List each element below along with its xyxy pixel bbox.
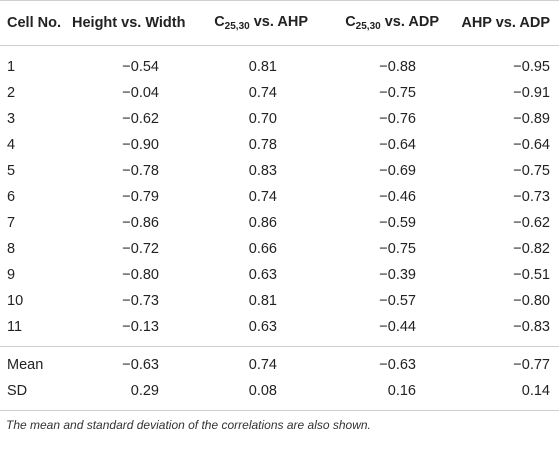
c-vs-ahp-value: 0.78: [248, 137, 277, 153]
header-ahp-vs-adp: AHP vs. ADP: [447, 0, 559, 46]
ahp-vs-adp-value: −0.77: [447, 346, 559, 378]
ahp-vs-adp-value: −0.82: [513, 241, 550, 257]
cell-number: 9: [7, 267, 16, 283]
height-vs-width-value: −0.62: [122, 111, 159, 127]
header-c-vs-ahp-suffix: vs. AHP: [249, 14, 308, 30]
height-vs-width-value: −0.86: [122, 215, 159, 231]
ahp-vs-adp-value: −0.73: [513, 189, 550, 205]
height-vs-width-value: −0.63: [72, 346, 177, 378]
ahp-vs-adp-value: 0.14: [447, 378, 559, 411]
c-vs-adp-value: −0.75: [379, 85, 416, 101]
c-vs-ahp-value: 0.74: [177, 346, 317, 378]
cell-number: SD: [0, 378, 72, 411]
header-c-vs-adp: C25,30 vs. ADP: [317, 0, 447, 46]
table-header-row: Cell No. Height vs. Width C25,30 vs. AHP…: [0, 0, 559, 46]
height-vs-width-value: 0.29: [72, 378, 177, 411]
c-vs-adp-value: −0.69: [379, 163, 416, 179]
ahp-vs-adp-value: −0.83: [513, 319, 550, 335]
stats-row: SD 0.29 0.08 0.16 0.14: [0, 378, 559, 411]
cell-number: 7: [7, 215, 16, 231]
table-row: 9 −0.80 0.63 −0.39 −0.51: [0, 262, 559, 288]
c-vs-ahp-value: 0.08: [177, 378, 317, 411]
c-vs-adp-value: −0.39: [379, 267, 416, 283]
c-vs-ahp-value: 0.74: [248, 189, 277, 205]
ahp-vs-adp-value: −0.75: [513, 163, 550, 179]
height-vs-width-value: −0.78: [122, 163, 159, 179]
height-vs-width-value: −0.73: [122, 293, 159, 309]
ahp-vs-adp-value: −0.89: [513, 111, 550, 127]
header-c-vs-ahp-sub: 25,30: [224, 21, 250, 32]
c-vs-ahp-value: 0.63: [248, 319, 277, 335]
table-row: 5 −0.78 0.83 −0.69 −0.75: [0, 158, 559, 184]
stats-row: Mean −0.63 0.74 −0.63 −0.77: [0, 346, 559, 378]
c-vs-ahp-value: 0.63: [248, 267, 277, 283]
c-vs-ahp-value: 0.83: [248, 163, 277, 179]
correlation-table: Cell No. Height vs. Width C25,30 vs. AHP…: [0, 0, 559, 411]
c-vs-ahp-value: 0.74: [248, 85, 277, 101]
c-vs-adp-value: −0.59: [379, 215, 416, 231]
c-vs-adp-value: −0.57: [379, 293, 416, 309]
c-vs-adp-value: −0.88: [379, 59, 416, 75]
header-c-vs-adp-suffix: vs. ADP: [380, 14, 439, 30]
header-c-vs-ahp-prefix: C: [214, 14, 225, 30]
header-cell-no: Cell No.: [0, 0, 72, 46]
c-vs-adp-value: 0.16: [317, 378, 447, 411]
height-vs-width-value: −0.90: [122, 137, 159, 153]
c-vs-adp-value: −0.46: [379, 189, 416, 205]
height-vs-width-value: −0.79: [122, 189, 159, 205]
c-vs-adp-value: −0.75: [379, 241, 416, 257]
height-vs-width-value: −0.13: [122, 319, 159, 335]
ahp-vs-adp-value: −0.95: [513, 59, 550, 75]
table-footnote: The mean and standard deviation of the c…: [6, 418, 371, 432]
table-row: 6 −0.79 0.74 −0.46 −0.73: [0, 184, 559, 210]
height-vs-width-value: −0.80: [122, 267, 159, 283]
cell-number: 5: [7, 163, 16, 179]
c-vs-ahp-value: 0.66: [248, 241, 277, 257]
cell-number: 11: [7, 319, 23, 335]
header-height-vs-width: Height vs. Width: [72, 0, 185, 46]
height-vs-width-value: −0.54: [122, 59, 159, 75]
cell-number: Mean: [0, 346, 72, 378]
c-vs-adp-value: −0.76: [379, 111, 416, 127]
table-row: 1 −0.54 0.81 −0.88 −0.95: [0, 46, 559, 81]
table-stats: Mean −0.63 0.74 −0.63 −0.77 SD 0.29 0.08 0.16 0.1…: [0, 346, 559, 411]
c-vs-ahp-value: 0.70: [248, 111, 277, 127]
c-vs-ahp-value: 0.81: [248, 293, 277, 309]
cell-number: 2: [7, 85, 16, 101]
height-vs-width-value: −0.04: [122, 85, 159, 101]
ahp-vs-adp-value: −0.51: [513, 267, 550, 283]
c-vs-ahp-value: 0.81: [248, 59, 277, 75]
c-vs-ahp-value: 0.86: [248, 215, 277, 231]
table-row: 3 −0.62 0.70 −0.76 −0.89: [0, 106, 559, 132]
header-c-vs-adp-prefix: C: [345, 14, 356, 30]
table-row: 8 −0.72 0.66 −0.75 −0.82: [0, 236, 559, 262]
cell-number: 4: [7, 137, 16, 153]
table-row: 10 −0.73 0.81 −0.57 −0.80: [0, 288, 559, 314]
c-vs-adp-value: −0.63: [317, 346, 447, 378]
table-row: 7 −0.86 0.86 −0.59 −0.62: [0, 210, 559, 236]
table-row: 11 −0.13 0.63 −0.44 −0.83: [0, 314, 559, 347]
table-body: 1 −0.54 0.81 −0.88 −0.95 2 −0.04 0.74 −0.75 −0.91…: [0, 46, 559, 347]
height-vs-width-value: −0.72: [122, 241, 159, 257]
ahp-vs-adp-value: −0.62: [513, 215, 550, 231]
cell-number: 1: [7, 59, 16, 75]
ahp-vs-adp-value: −0.91: [513, 85, 550, 101]
table-row: 2 −0.04 0.74 −0.75 −0.91: [0, 80, 559, 106]
c-vs-adp-value: −0.44: [379, 319, 416, 335]
cell-number: 10: [7, 293, 24, 309]
c-vs-adp-value: −0.64: [379, 137, 416, 153]
ahp-vs-adp-value: −0.80: [513, 293, 550, 309]
cell-number: 3: [7, 111, 16, 127]
header-c-vs-ahp: C25,30 vs. AHP: [177, 0, 317, 46]
header-c-vs-adp-sub: 25,30: [355, 21, 381, 32]
cell-number: 8: [7, 241, 16, 257]
cell-number: 6: [7, 189, 16, 205]
ahp-vs-adp-value: −0.64: [513, 137, 550, 153]
table-row: 4 −0.90 0.78 −0.64 −0.64: [0, 132, 559, 158]
